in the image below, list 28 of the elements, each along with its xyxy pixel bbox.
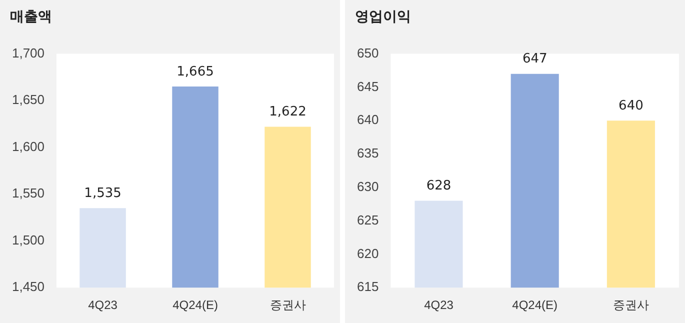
data-label: 647 [522,52,548,67]
x-tick-label: 증권사 [270,298,306,312]
y-tick-label: 1,500 [12,232,45,248]
y-tick-label: 645 [356,78,379,94]
x-tick-label: 4Q23 [424,298,454,312]
data-label: 628 [426,178,452,194]
x-tick-label: 4Q24(E) [172,298,218,312]
chart-title: 영업이익 [355,8,411,26]
y-tick-label: 615 [356,279,379,294]
y-tick-label: 630 [356,178,379,194]
y-tick-label: 1,550 [12,186,45,201]
y-tick-label: 640 [356,112,379,128]
x-tick-label: 증권사 [612,298,649,312]
chart-title: 매출액 [10,8,52,26]
x-tick-label: 4Q23 [88,298,118,312]
y-tick-label: 625 [356,212,379,228]
y-tick-label: 1,600 [12,138,45,154]
y-tick-label: 1,450 [12,279,45,294]
y-tick-label: 1,700 [12,45,45,60]
data-label: 1,622 [269,104,306,120]
x-tick-label: 4Q24(E) [512,298,558,312]
data-label: 640 [618,98,644,114]
y-tick-label: 635 [356,146,379,161]
y-tick-label: 650 [356,45,379,60]
y-tick-label: 1,650 [12,92,45,108]
data-label: 1,535 [84,186,122,201]
y-tick-label: 620 [356,246,379,261]
data-label: 1,665 [176,64,214,80]
